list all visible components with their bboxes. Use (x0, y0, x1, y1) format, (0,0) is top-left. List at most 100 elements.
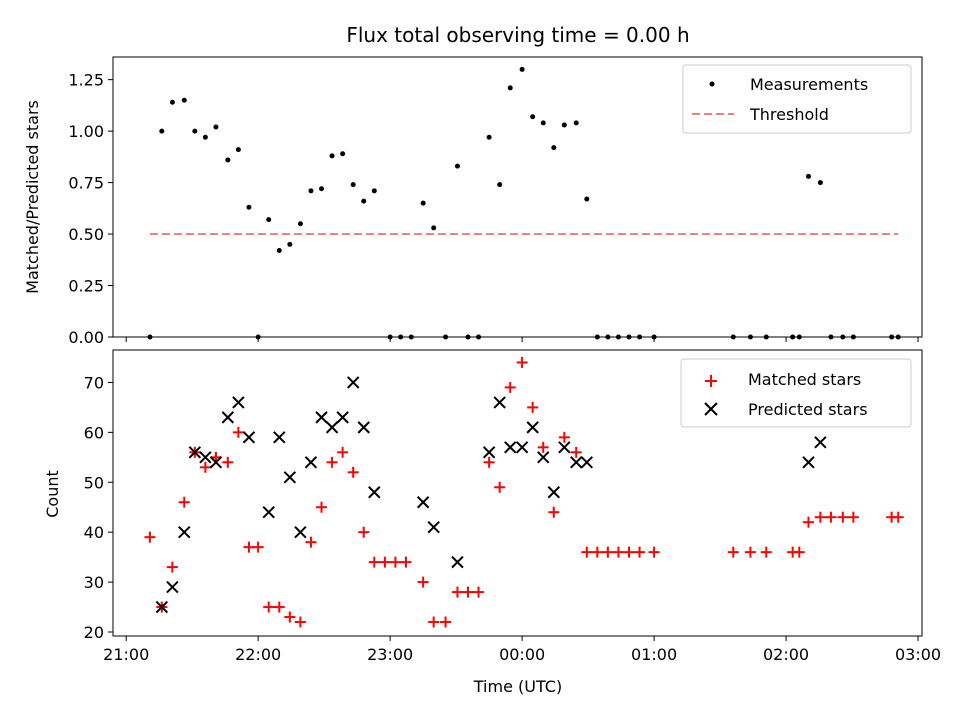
x-tick-label: 02:00 (763, 645, 809, 664)
matched-star-point (591, 546, 603, 558)
matched-star-point (837, 511, 849, 523)
matched-star-point (803, 516, 815, 528)
measurement-point (213, 124, 219, 130)
legend-label-measurements: Measurements (750, 75, 868, 94)
predicted-star-point (537, 451, 550, 464)
measurement-point (192, 128, 198, 134)
y-tick-label: 40 (84, 523, 104, 542)
bottom-y-axis-label: Count (43, 470, 62, 518)
measurement-point (287, 241, 293, 247)
predicted-star-point (199, 451, 212, 464)
matched-star-point (440, 616, 452, 628)
predicted-star-point (368, 486, 381, 499)
matched-star-point (634, 546, 646, 558)
predicted-star-point (814, 436, 827, 449)
y-tick-label: 1.00 (68, 122, 104, 141)
matched-star-point (892, 511, 904, 523)
predicted-star-point (416, 496, 430, 509)
top-panel: 0.00 0.25 0.50 0.75 1.00 1.25 Matched/Predict… (23, 56, 923, 347)
matched-star-point (263, 601, 275, 613)
top-legend-frame (682, 64, 912, 134)
bottom-panel: 21:00 22:00 23:00 00:00 01:00 02:00 03:00 20 30 4… (43, 349, 941, 696)
matched-star-point (612, 546, 624, 558)
y-tick-label: 30 (84, 573, 104, 592)
matched-star-point (199, 461, 211, 473)
matched-star-point (527, 401, 539, 413)
predicted-star-point (558, 441, 571, 454)
measurement-point (519, 66, 525, 72)
y-tick-label: 1.25 (68, 71, 104, 90)
predicted-star-point (802, 456, 815, 469)
measurement-point (202, 134, 208, 140)
matched-star-point (793, 546, 805, 558)
legend-label-threshold: Threshold (749, 105, 829, 124)
matched-star-point (462, 586, 474, 598)
predicted-star-point (336, 411, 349, 424)
predicted-star-point (580, 456, 593, 469)
measurement-point (584, 196, 590, 202)
matched-star-point (602, 546, 614, 558)
matched-star-point (316, 501, 328, 513)
matched-star-point (760, 546, 772, 558)
measurement-point (297, 221, 303, 227)
predicted-star-point (283, 471, 297, 484)
measurement-point (319, 186, 325, 192)
matched-star-point (417, 576, 429, 588)
matched-star-point (494, 481, 506, 493)
predicted-star-point (482, 446, 496, 459)
matched-star-point (232, 426, 244, 438)
predicted-star-point (209, 456, 223, 469)
predicted-star-point (221, 411, 235, 424)
matched-star-point (428, 616, 440, 628)
measurement-point (329, 153, 335, 159)
matched-star-point (305, 536, 317, 548)
matched-star-point (558, 431, 570, 443)
measurement-point (169, 99, 175, 105)
matched-star-point (368, 556, 380, 568)
measurement-point (551, 145, 557, 151)
measurement-point (159, 128, 165, 134)
x-tick-label: 21:00 (103, 645, 149, 664)
matched-star-point (825, 511, 837, 523)
predicted-star-point (451, 555, 464, 569)
predicted-star-point (547, 486, 560, 499)
legend-label-matched-stars: Matched stars (748, 370, 861, 389)
matched-star-point (389, 556, 401, 568)
matched-star-point (744, 546, 756, 558)
x-tick-label: 01:00 (631, 645, 677, 664)
predicted-star-point (232, 396, 245, 409)
y-tick-label: 70 (84, 373, 104, 392)
predicted-star-point (273, 431, 286, 444)
matched-star-point (294, 616, 306, 628)
matched-star-point (273, 601, 285, 613)
measurement-point (806, 173, 812, 179)
measurement-point (561, 122, 567, 128)
top-panel-frame (112, 56, 923, 338)
predicted-star-point (325, 421, 339, 434)
matched-star-point (178, 496, 190, 508)
measurement-point (308, 188, 314, 194)
x-tick-label: 22:00 (235, 645, 281, 664)
bottom-panel-marks (144, 356, 904, 628)
measurement-point (454, 163, 460, 169)
predicted-star-point (166, 580, 179, 594)
predicted-star-point (526, 421, 539, 434)
matched-star-point (727, 546, 739, 558)
legend-label-predicted-stars: Predicted stars (748, 400, 868, 419)
y-tick-label: 0.00 (68, 328, 104, 347)
predicted-star-point (346, 376, 360, 389)
predicted-star-point (242, 431, 256, 444)
x-tick-label: 03:00 (895, 645, 941, 664)
predicted-star-point (357, 421, 370, 434)
measurement-point (540, 120, 546, 126)
matched-star-point (222, 456, 234, 468)
x-axis-label: Time (UTC) (473, 677, 562, 696)
measurement-point (573, 120, 579, 126)
measurement-point (181, 97, 187, 103)
matched-star-point (451, 586, 463, 598)
legend-marker-matched-stars (705, 375, 717, 387)
matched-star-point (814, 511, 826, 523)
y-tick-label: 0.75 (68, 174, 104, 193)
predicted-star-point (570, 456, 583, 469)
y-tick-label: 0.50 (68, 225, 104, 244)
